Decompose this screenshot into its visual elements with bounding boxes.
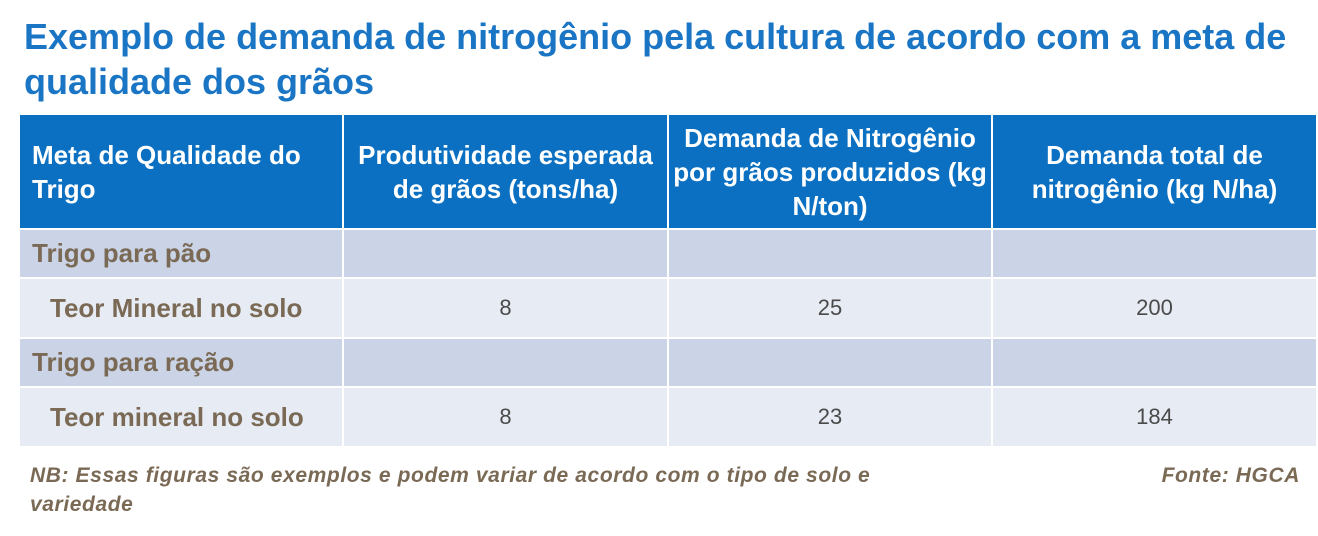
header-quality-goal: Meta de Qualidade do Trigo: [18, 113, 344, 230]
expected-yield-value: 8: [342, 277, 669, 339]
table-row: Teor mineral no solo 8 23 184: [18, 386, 1318, 448]
table-row: Teor Mineral no solo 8 25 200: [18, 277, 1318, 339]
empty-cell: [667, 337, 993, 388]
row-label: Teor mineral no solo: [18, 386, 344, 448]
total-n-demand-value: 184: [991, 386, 1318, 448]
expected-yield-value: 8: [342, 386, 669, 448]
empty-cell: [991, 337, 1318, 388]
section-label-bread-wheat: Trigo para pão: [18, 228, 344, 279]
n-demand-per-ton-value: 25: [667, 277, 993, 339]
table-section-row: Trigo para pão: [18, 228, 1318, 279]
table-section-row: Trigo para ração: [18, 337, 1318, 388]
empty-cell: [667, 228, 993, 279]
total-n-demand-value: 200: [991, 277, 1318, 339]
table-header-row: Meta de Qualidade do Trigo Produtividade…: [18, 113, 1318, 230]
row-label: Teor Mineral no solo: [18, 277, 344, 339]
n-demand-per-ton-value: 23: [667, 386, 993, 448]
header-expected-yield: Produtividade esperada de grãos (tons/ha…: [342, 113, 669, 230]
empty-cell: [342, 337, 669, 388]
footnote: NB: Essas figuras são exemplos e podem v…: [30, 464, 871, 516]
header-n-demand-per-ton: Demanda de Nitrogênio por grãos produzid…: [667, 113, 993, 230]
empty-cell: [342, 228, 669, 279]
source-credit: Fonte: HGCA: [1161, 464, 1300, 487]
header-total-n-demand: Demanda total de nitrogênio (kg N/ha): [991, 113, 1318, 230]
empty-cell: [991, 228, 1318, 279]
page-title: Exemplo de demanda de nitrogênio pela cu…: [24, 16, 1287, 102]
nitrogen-demand-table: Meta de Qualidade do Trigo Produtividade…: [18, 113, 1318, 448]
section-label-feed-wheat: Trigo para ração: [18, 337, 344, 388]
